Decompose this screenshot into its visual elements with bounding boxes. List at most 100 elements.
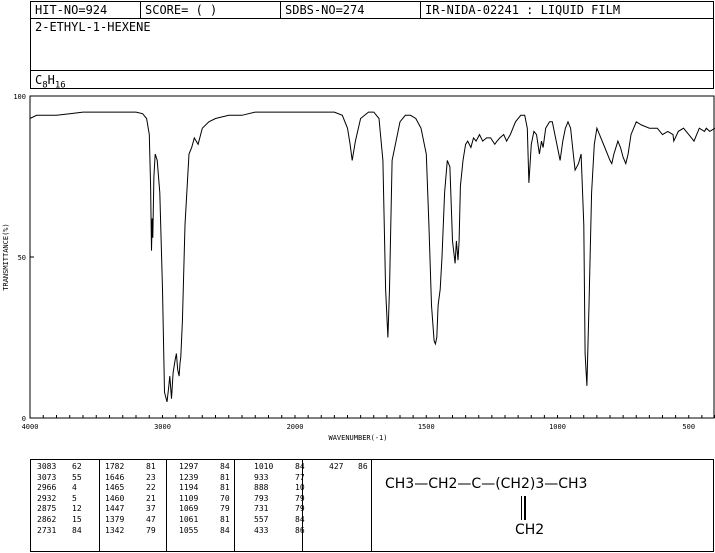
peak-transmittance: 86 [295, 525, 305, 535]
peak-wavenumber: 1055 [179, 525, 199, 535]
peak-wavenumber: 2875 [37, 504, 57, 514]
peak-transmittance: 79 [146, 525, 156, 535]
peak-transmittance: 81 [146, 462, 156, 471]
peak-row: 2731 84 1342 79 1055 84 433 86 [35, 526, 380, 537]
peak-row: 2862 15 1379 47 1061 81 557 84 [35, 515, 380, 526]
peak-wavenumber: 1194 [179, 483, 199, 493]
peak-wavenumber: 1460 [105, 493, 125, 503]
peak-wavenumber [327, 504, 356, 515]
ir-info: IR-NIDA-02241 : LIQUID FILM [425, 3, 621, 17]
peak-wavenumber: 3073 [37, 472, 57, 482]
peak-transmittance: 79 [295, 493, 305, 503]
x-tick-label: 2000 [287, 423, 304, 431]
formula-row: C8H16 [31, 70, 713, 90]
peak-wavenumber: 2731 [37, 525, 57, 535]
compound-box: 2-ETHYL-1-HEXENE C8H16 [30, 18, 714, 90]
peak-transmittance: 4 [72, 483, 77, 493]
peak-transmittance: 62 [72, 462, 82, 471]
peak-transmittance [356, 473, 380, 484]
peak-transmittance [356, 515, 380, 526]
peak-transmittance: 37 [146, 504, 156, 514]
peak-wavenumber: 2862 [37, 514, 57, 524]
x-tick-label: 4000 [22, 423, 39, 431]
peak-wavenumber [327, 494, 356, 505]
y-tick-label: 100 [13, 93, 26, 101]
peak-wavenumber: 1379 [105, 514, 125, 524]
peak-wavenumber: 1109 [179, 493, 199, 503]
peak-transmittance [356, 483, 380, 494]
peak-wavenumber: 1646 [105, 472, 125, 482]
peak-wavenumber: 888 [254, 483, 269, 493]
compound-name: 2-ETHYL-1-HEXENE [35, 20, 151, 34]
y-axis-label: TRANSMITTANCE(%) [2, 223, 10, 290]
peak-transmittance: 84 [220, 462, 230, 471]
peak-row: 3073 55 1646 23 1239 81 933 77 [35, 473, 380, 484]
peak-transmittance: 10 [295, 483, 305, 493]
peak-transmittance: 12 [72, 504, 82, 514]
peak-wavenumber: 1297 [179, 462, 199, 471]
peak-transmittance: 77 [295, 472, 305, 482]
structure-main: CH3—CH2—C—(CH2)3—CH3 [385, 476, 588, 492]
x-tick-label: 500 [682, 423, 695, 431]
peak-wavenumber: 1239 [179, 472, 199, 482]
peak-transmittance: 81 [220, 514, 230, 524]
peak-wavenumber: 1465 [105, 483, 125, 493]
peak-transmittance: 55 [72, 472, 82, 482]
peak-row: 2966 4 1465 22 1194 81 888 10 [35, 483, 380, 494]
y-tick-label: 0 [22, 415, 26, 423]
hit-number: HIT-NO=924 [31, 2, 141, 19]
peak-wavenumber [327, 515, 356, 526]
peak-wavenumber: 1447 [105, 504, 125, 514]
x-tick-label: 3000 [154, 423, 171, 431]
peak-wavenumber: 933 [254, 472, 269, 482]
peak-wavenumber [327, 473, 356, 484]
peak-transmittance: 23 [146, 472, 156, 482]
structure-branch-line [521, 496, 523, 520]
formula-h-sub: 16 [54, 80, 66, 91]
peak-wavenumber: 1782 [105, 462, 125, 471]
peak-wavenumber: 427 [329, 462, 344, 471]
peak-transmittance: 47 [146, 514, 156, 524]
peak-wavenumber: 2966 [37, 483, 57, 493]
structure-formula: CH3—CH2—C—(CH2)3—CH3 [385, 476, 587, 492]
x-tick-label: 1500 [418, 423, 435, 431]
formula-c: C [35, 73, 43, 87]
peak-transmittance: 79 [295, 504, 305, 514]
peak-transmittance: 70 [220, 493, 230, 503]
peak-transmittance: 15 [72, 514, 82, 524]
peak-transmittance: 84 [295, 514, 305, 524]
y-tick-label: 50 [18, 254, 26, 262]
sdbs-number: SDBS-NO=274 [281, 2, 421, 19]
formula-c-sub: 8 [42, 80, 48, 91]
peak-wavenumber: 1010 [254, 462, 274, 471]
peak-wavenumber [327, 526, 356, 537]
plot-frame [29, 95, 715, 419]
peak-wavenumber: 793 [254, 493, 269, 503]
x-axis-label: WAVENUMBER(-1) [328, 434, 387, 442]
peak-wavenumber: 557 [254, 514, 269, 524]
peak-transmittance: 84 [295, 462, 305, 471]
score: SCORE= ( ) [141, 2, 281, 19]
peak-wavenumber: 731 [254, 504, 269, 514]
peak-wavenumber: 1342 [105, 525, 125, 535]
peak-transmittance: 21 [146, 493, 156, 503]
peak-wavenumber: 3083 [37, 462, 57, 471]
peak-transmittance: 22 [146, 483, 156, 493]
peak-wavenumber [327, 483, 356, 494]
peak-transmittance: 84 [72, 525, 82, 535]
peak-transmittance: 86 [358, 462, 368, 471]
structure-branch: CH2 [515, 522, 545, 538]
peak-transmittance: 81 [220, 472, 230, 482]
peak-transmittance: 79 [220, 504, 230, 514]
spectrum-line [29, 111, 715, 403]
peak-transmittance [356, 494, 380, 505]
peak-table: 3083 62 1782 81 1297 84 1010 84 427 86 3073 55 1646 2… [35, 462, 380, 536]
formula-h: H [47, 73, 55, 87]
peak-wavenumber: 2932 [37, 493, 57, 503]
peak-row: 2932 5 1460 21 1109 70 793 79 [35, 494, 380, 505]
peak-transmittance: 84 [220, 525, 230, 535]
x-tick-label: 1000 [549, 423, 566, 431]
peak-row: 2875 12 1447 37 1069 79 731 79 [35, 504, 380, 515]
peak-panel: 3083 62 1782 81 1297 84 1010 84 427 86 3073 55 1646 2… [30, 459, 714, 552]
